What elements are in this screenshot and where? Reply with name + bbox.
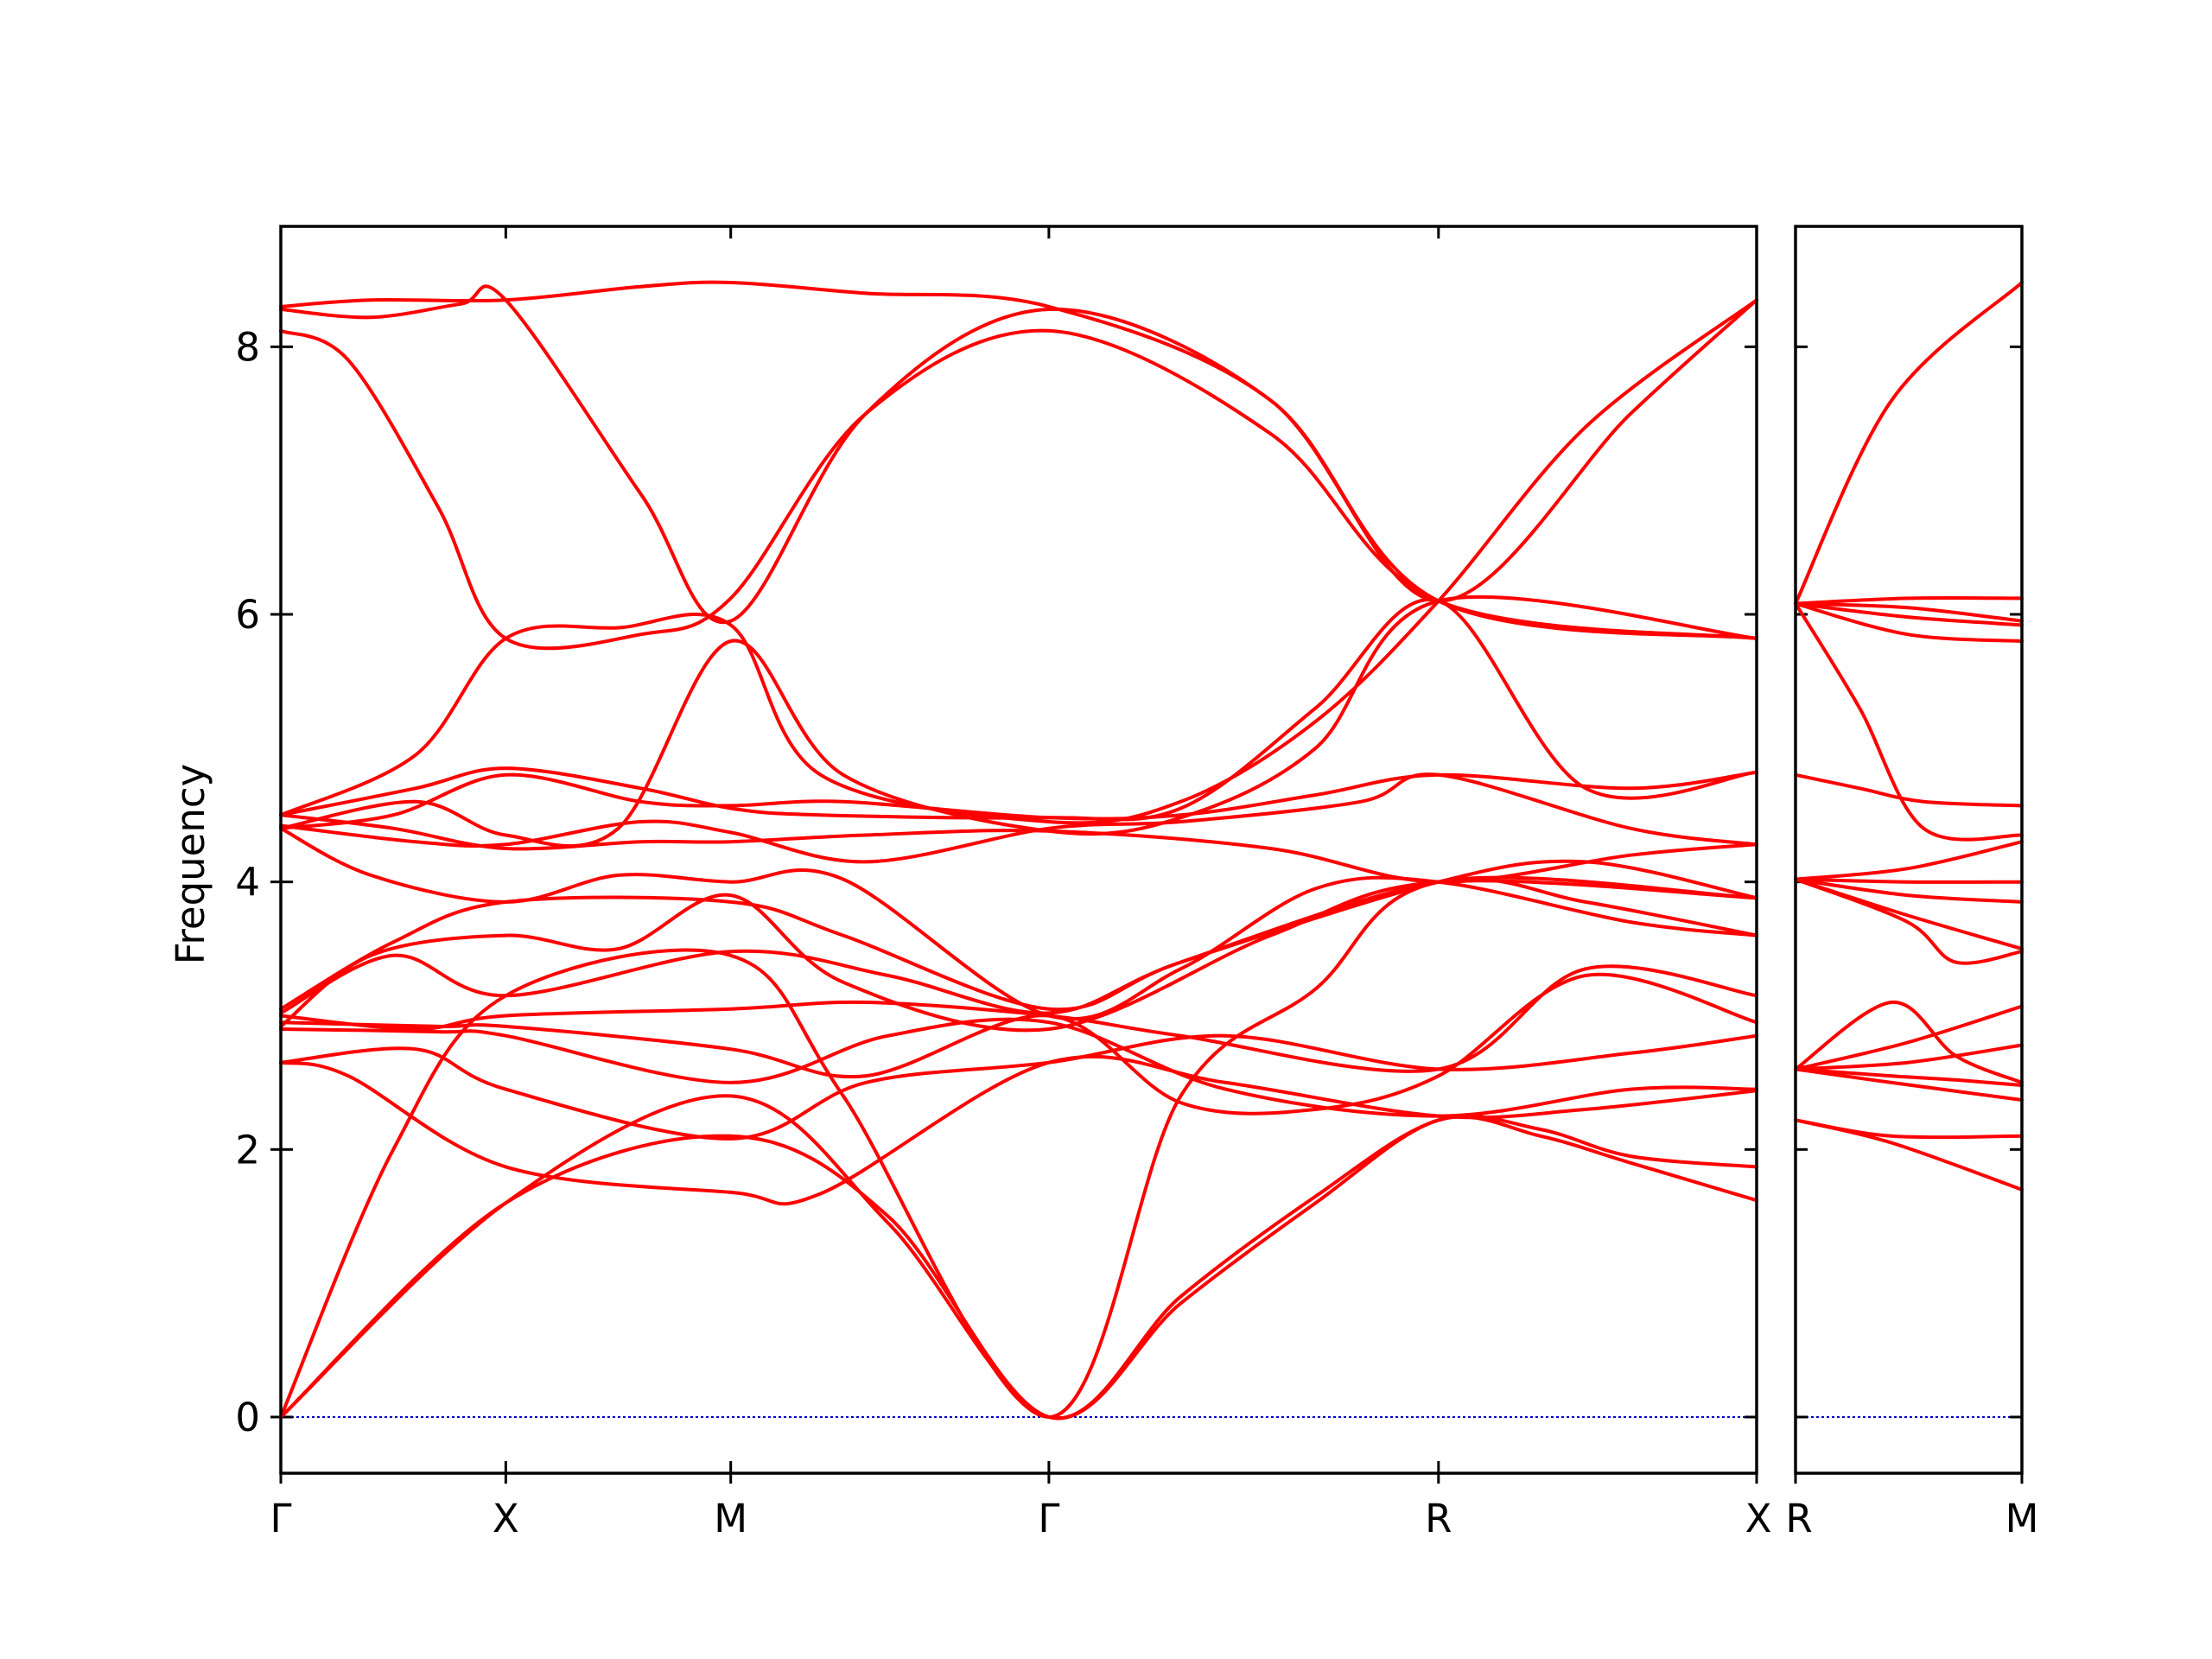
band-line-19 [279, 328, 1758, 651]
y-tick-label: 0 [235, 1395, 260, 1440]
band-line-11 [1794, 877, 2024, 884]
kpoint-label: Γ [270, 1496, 291, 1541]
y-axis-title: Frequency [168, 764, 213, 964]
kpoint-label: Γ [1038, 1496, 1059, 1541]
y-tick-label: 6 [235, 592, 260, 638]
band-line-17 [1794, 601, 2024, 623]
band-line-15 [1794, 601, 2024, 643]
band-line-18 [1794, 595, 2024, 606]
band-line-2 [1794, 1118, 2024, 1140]
band-line-18 [279, 594, 1758, 849]
y-tick-label: 4 [235, 860, 260, 906]
kpoint-label: X [493, 1496, 519, 1541]
band-line-10 [1794, 877, 2024, 904]
band-line-11 [279, 879, 1758, 1033]
band-line-9 [279, 877, 1758, 1015]
kpoint-label: M [714, 1496, 747, 1541]
band-line-4 [1794, 1067, 2024, 1087]
band-line-12 [1794, 840, 2024, 881]
band-line-17 [279, 298, 1758, 825]
band-line-16 [1794, 601, 2024, 627]
band-line-15 [279, 770, 1758, 830]
band-line-6 [279, 1017, 1758, 1118]
band-line-21 [279, 280, 1758, 603]
band-line-2 [279, 1094, 1758, 1421]
band-line-5 [1794, 1000, 2024, 1084]
band-line-16 [279, 597, 1758, 822]
band-line-14 [1794, 601, 2024, 842]
band-line-3 [279, 875, 1758, 1419]
band-line-7 [1794, 1004, 2024, 1071]
kpoint-label: X [1745, 1496, 1772, 1541]
kpoint-label: R [1425, 1496, 1452, 1541]
y-tick-label: 2 [235, 1127, 260, 1173]
band-line-1 [1794, 1118, 2024, 1192]
y-tick-label: 8 [235, 324, 260, 370]
band-line-12 [279, 826, 1758, 1021]
band-line-14 [279, 772, 1758, 864]
main-panel: Γ X M Γ R X 0 2 4 6 8 [235, 225, 1772, 1541]
panel-frame [279, 225, 1758, 1475]
band-line-20 [279, 284, 1758, 640]
band-line-13 [279, 813, 1758, 884]
band-line-10 [279, 859, 1758, 1012]
kpoint-label: M [2005, 1496, 2039, 1541]
panel-frame [1794, 225, 2024, 1475]
band-line-4 [279, 1054, 1758, 1206]
band-line-8 [279, 964, 1758, 1073]
band-line-13 [1794, 772, 2024, 808]
band-line-19 [1794, 281, 2024, 606]
band-line-9 [1794, 877, 2024, 951]
kpoint-label: R [1785, 1496, 1812, 1541]
band-line-3 [1794, 1067, 2024, 1102]
band-line-6 [1794, 1043, 2024, 1071]
band-line-5 [279, 1033, 1758, 1141]
band-line-1 [279, 1114, 1758, 1421]
